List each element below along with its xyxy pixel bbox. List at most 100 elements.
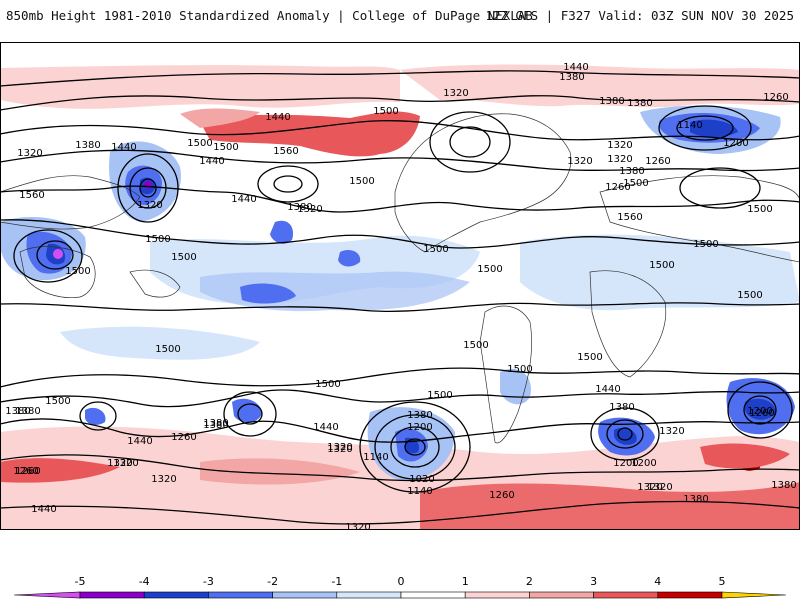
anomaly-very-strong-negative [690,119,738,138]
colorbar-segment [272,591,338,599]
contour-label: 1320 [647,482,672,493]
map-title: 850mb Height 1981-2010 Standardized Anom… [6,8,533,23]
contour-label: 1380 [287,202,312,213]
contour-label: 1380 [5,406,30,417]
contour-label: 1440 [127,436,152,447]
contour-label: 1440 [199,156,224,167]
contour-label: 1380 [15,406,40,417]
anomaly-extreme-negative [144,181,152,189]
colorbar-tick-label: -2 [267,575,278,588]
contour-label: 1500 [373,106,398,117]
contour-label: 1260 [15,466,40,477]
contour-label: 1500 [427,390,452,401]
contour-label: 1380 [627,98,652,109]
contour-label: 1200 [613,458,638,469]
colorbar-arrow-high [721,591,787,599]
contour-label: 1380 [683,494,708,505]
contour-label: 1140 [407,486,432,497]
contour-label: 1320 [637,482,662,493]
contour-label: 1380 [559,72,584,83]
colorbar-segment [464,591,530,599]
contour-label: 1500 [155,344,180,355]
anomaly-strong-positive [200,111,420,157]
contour-label: 1260 [749,408,774,419]
contour-label: 1500 [65,266,90,277]
contour-label: 1200 [631,458,656,469]
contour-label: 1560 [617,212,642,223]
colorbar-arrow-low [13,591,81,599]
contour-label: 1260 [645,156,670,167]
contour-label: 1440 [313,422,338,433]
contour-label: 1380 [407,410,432,421]
anomaly-very-strong-negative [745,398,776,420]
colorbar-tick-label: 4 [654,575,661,588]
colorbar-segment [336,591,402,599]
contour-label: 1320 [137,200,162,211]
contour-label: 1380 [771,480,796,491]
contour-label: 1320 [113,458,138,469]
contour-label: 1500 [145,234,170,245]
colorbar-tick-label: 2 [526,575,533,588]
colorbar-tick-label: -5 [75,575,86,588]
contour-label: 1260 [171,432,196,443]
colorbar-segment [208,591,273,599]
anomaly-positive-region [180,108,260,128]
anomaly-strong-negative [240,283,296,304]
contour-label: 1500 [349,176,374,187]
contour-label: 1440 [563,62,588,73]
contour-label: 1500 [507,364,532,375]
map-header: 850mb Height 1981-2010 Standardized Anom… [0,0,800,30]
contour-label: 1380 [619,166,644,177]
contour-label: 1320 [567,156,592,167]
contour-label: 1500 [187,138,212,149]
contour-label: 1500 [623,178,648,189]
anomaly-extreme-negative [53,249,63,259]
contour-label: 1320 [607,154,632,165]
contour-label: 1320 [327,444,352,455]
anomaly-strong-negative [85,407,106,425]
contour-label: 1500 [747,204,772,215]
contour-label: 1320 [327,442,352,453]
contour-label: 1200 [723,138,748,149]
contour-label: 1440 [111,142,136,153]
anomaly-negative-region [60,326,260,360]
contour-label: 1500 [477,264,502,275]
anomaly-positive-region [0,65,400,109]
contour-label: 1260 [763,92,788,103]
contour-label: 1500 [737,290,762,301]
colorbar-tick-label: -4 [139,575,150,588]
anomaly-strong-negative [338,250,361,267]
contour-label: 1260 [489,490,514,501]
colorbar-segment [400,591,466,599]
contour-label: 1560 [273,146,298,157]
contour-label: 1320 [151,474,176,485]
contour-label: 1260 [13,466,38,477]
contour-label: 1500 [693,239,718,250]
contour-label: 1500 [577,352,602,363]
anomaly-strong-positive [700,443,790,469]
contour-label: 1320 [17,148,42,159]
colorbar-segment [593,591,659,599]
contour-label: 1260 [605,182,630,193]
contour-label: 1020 [409,474,434,485]
contour-label: 1320 [659,426,684,437]
contour-label: 1500 [315,379,340,390]
contour-label: 1320 [107,458,132,469]
contour-label: 1500 [171,252,196,263]
contour-label: 1500 [213,142,238,153]
contour-label: 1320 [297,204,322,215]
anomaly-colorbar: -5 -4 -3 -2 -1 0 1 2 3 4 5 [13,575,787,599]
model-run-info: 12Z GFS | F327 Valid: 03Z SUN NOV 30 202… [485,8,794,23]
anomaly-strong-positive [420,482,800,530]
contour-label: 1500 [423,244,448,255]
colorbar-segment [529,591,594,599]
contour-label: 1140 [677,120,702,131]
contour-labels: 1440 1380 1320 1260 1500 1380 1320 1440 … [5,62,796,530]
colorbar-segment [143,591,209,599]
contour-label: 1500 [463,340,488,351]
contour-label: 1140 [363,452,388,463]
anomaly-strong-positive [0,458,120,483]
contour-label: 1500 [649,260,674,271]
contour-label: 1440 [595,384,620,395]
anomaly-positive-region [200,458,360,485]
